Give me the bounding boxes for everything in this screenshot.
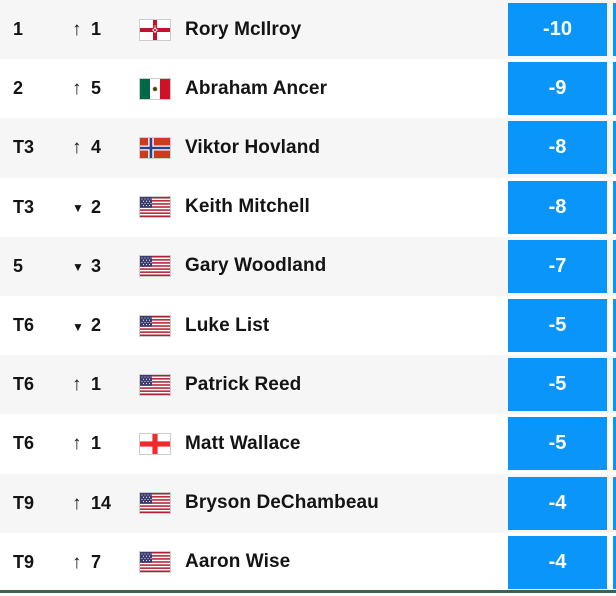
next-score-column-edge bbox=[613, 239, 616, 293]
position-label: T6 bbox=[13, 374, 35, 395]
position-change: ▼ 2 bbox=[72, 315, 140, 336]
up-arrow-icon: ↑ bbox=[72, 551, 82, 573]
position-change: ▼ 2 bbox=[72, 197, 140, 218]
leaderboard-row[interactable]: T9 ↑ 14 bbox=[0, 473, 616, 533]
flag-usa-icon bbox=[140, 552, 170, 573]
leaderboard-row[interactable]: T3 ▼ 2 bbox=[0, 177, 616, 237]
position-change: ▼ 3 bbox=[72, 256, 140, 277]
player-name: Aaron Wise bbox=[185, 551, 291, 573]
score-badge[interactable]: -9 bbox=[508, 62, 607, 116]
leaderboard-row[interactable]: T3 ↑ 4 bbox=[0, 118, 616, 178]
leaderboard-row[interactable]: T6 ▼ 2 bbox=[0, 295, 616, 356]
position-change: ↑ 1 bbox=[72, 433, 140, 454]
position-change-value: 2 bbox=[91, 196, 102, 217]
score-badge[interactable]: -5 bbox=[508, 417, 607, 471]
position-change-value: 7 bbox=[91, 551, 102, 572]
position-change: ↑ 7 bbox=[72, 552, 140, 573]
position-label: T3 bbox=[13, 196, 35, 217]
position-label: T6 bbox=[13, 433, 35, 454]
flag-nir-icon bbox=[140, 19, 170, 40]
score-badge[interactable]: -7 bbox=[508, 239, 607, 293]
position-change-value: 4 bbox=[91, 137, 102, 158]
score-badge[interactable]: -4 bbox=[508, 476, 607, 530]
up-arrow-icon: ↑ bbox=[72, 492, 82, 514]
player-name: Matt Wallace bbox=[185, 432, 301, 454]
position-label: T3 bbox=[13, 137, 35, 158]
position-change: ↑ 1 bbox=[72, 374, 140, 395]
flag-usa-icon bbox=[140, 256, 170, 277]
next-score-column-edge bbox=[613, 3, 616, 57]
flag-usa-icon bbox=[140, 374, 170, 395]
position-change: ↑ 5 bbox=[72, 78, 140, 99]
up-arrow-icon: ↑ bbox=[72, 137, 82, 159]
position-change-value: 5 bbox=[91, 78, 102, 99]
player-name: Gary Woodland bbox=[185, 255, 327, 277]
position-label: T6 bbox=[13, 315, 35, 336]
next-score-column-edge bbox=[613, 299, 616, 353]
score-badge[interactable]: -5 bbox=[508, 299, 607, 353]
player-name: Abraham Ancer bbox=[185, 77, 328, 99]
player-name: Keith Mitchell bbox=[185, 196, 310, 218]
position-change: ↑ 14 bbox=[72, 493, 140, 514]
position-change: ↑ 1 bbox=[72, 19, 140, 40]
flag-usa-icon bbox=[140, 493, 170, 514]
position-label: T9 bbox=[13, 551, 35, 572]
player-name: Rory McIlroy bbox=[185, 18, 302, 40]
position-label: 1 bbox=[13, 19, 24, 40]
score-badge[interactable]: -5 bbox=[508, 358, 607, 412]
flag-mex-icon bbox=[140, 78, 170, 99]
player-name: Bryson DeChambeau bbox=[185, 492, 379, 514]
player-name: Luke List bbox=[185, 314, 270, 336]
position-change-value: 1 bbox=[91, 19, 102, 40]
next-score-column-edge bbox=[613, 121, 616, 175]
position-change-value: 1 bbox=[91, 433, 102, 454]
bottom-border bbox=[0, 590, 616, 593]
player-name: Viktor Hovland bbox=[185, 136, 321, 158]
leaderboard-row[interactable]: T6 ↑ 1 bbox=[0, 414, 616, 474]
flag-usa-icon bbox=[140, 197, 170, 218]
next-score-column-edge bbox=[613, 476, 616, 530]
next-score-column-edge bbox=[613, 417, 616, 471]
score-badge[interactable]: -8 bbox=[508, 180, 607, 234]
up-arrow-icon: ↑ bbox=[72, 433, 82, 455]
position-label: 5 bbox=[13, 255, 24, 276]
position-label: 2 bbox=[13, 78, 24, 99]
up-arrow-icon: ↑ bbox=[72, 19, 82, 41]
up-arrow-icon: ↑ bbox=[72, 374, 82, 396]
leaderboard-row[interactable]: 5 ▼ 3 bbox=[0, 236, 616, 296]
down-arrow-icon: ▼ bbox=[72, 260, 84, 275]
leaderboard-row[interactable]: 1 ↑ 1 bbox=[0, 0, 616, 60]
flag-nor-icon bbox=[140, 137, 170, 158]
up-arrow-icon: ↑ bbox=[72, 78, 82, 100]
score-badge[interactable]: -8 bbox=[508, 121, 607, 175]
score-badge[interactable]: -10 bbox=[508, 3, 607, 57]
score-badge[interactable]: -4 bbox=[508, 535, 607, 589]
position-change-value: 1 bbox=[91, 374, 102, 395]
flag-eng-icon bbox=[140, 433, 170, 454]
position-change: ↑ 4 bbox=[72, 137, 140, 158]
position-change-value: 3 bbox=[91, 255, 102, 276]
next-score-column-edge bbox=[613, 535, 616, 589]
leaderboard-row[interactable]: T6 ↑ 1 bbox=[0, 355, 616, 415]
flag-usa-icon bbox=[140, 315, 170, 336]
down-arrow-icon: ▼ bbox=[72, 201, 84, 216]
position-change-value: 2 bbox=[91, 315, 102, 336]
position-change-value: 14 bbox=[91, 492, 112, 513]
next-score-column-edge bbox=[613, 180, 616, 234]
leaderboard-row[interactable]: 2 ↑ 5 bbox=[0, 59, 616, 119]
position-label: T9 bbox=[13, 492, 35, 513]
leaderboard-row[interactable]: T9 ↑ 7 bbox=[0, 532, 616, 592]
player-name: Patrick Reed bbox=[185, 373, 302, 395]
next-score-column-edge bbox=[613, 358, 616, 412]
down-arrow-icon: ▼ bbox=[72, 319, 84, 334]
next-score-column-edge bbox=[613, 62, 616, 116]
